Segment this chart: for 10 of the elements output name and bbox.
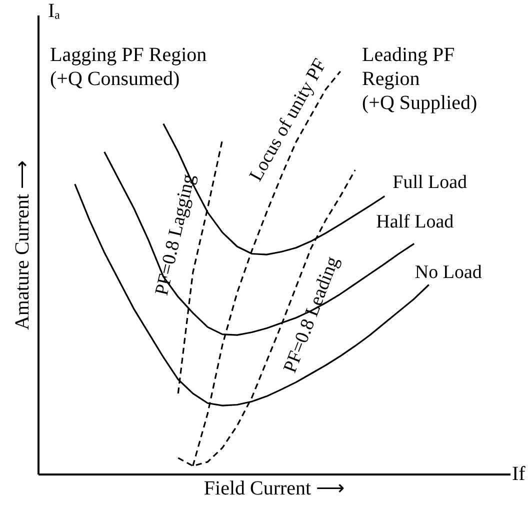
- y-axis-title: Amature Current ⟶: [12, 160, 34, 330]
- text: If: [512, 463, 526, 485]
- annotation: Leading PF Region (+Q Supplied): [362, 44, 478, 114]
- series-label: No Load: [414, 262, 482, 283]
- text: Iₐ: [48, 0, 61, 22]
- series-label: Half Load: [376, 212, 454, 233]
- text: PF=0.8 Lagging: [151, 172, 200, 298]
- x-axis-title: Field Current ⟶: [204, 478, 346, 500]
- annotation: Lagging PF Region (+Q Consumed): [50, 44, 207, 90]
- series-label: Full Load: [392, 172, 468, 194]
